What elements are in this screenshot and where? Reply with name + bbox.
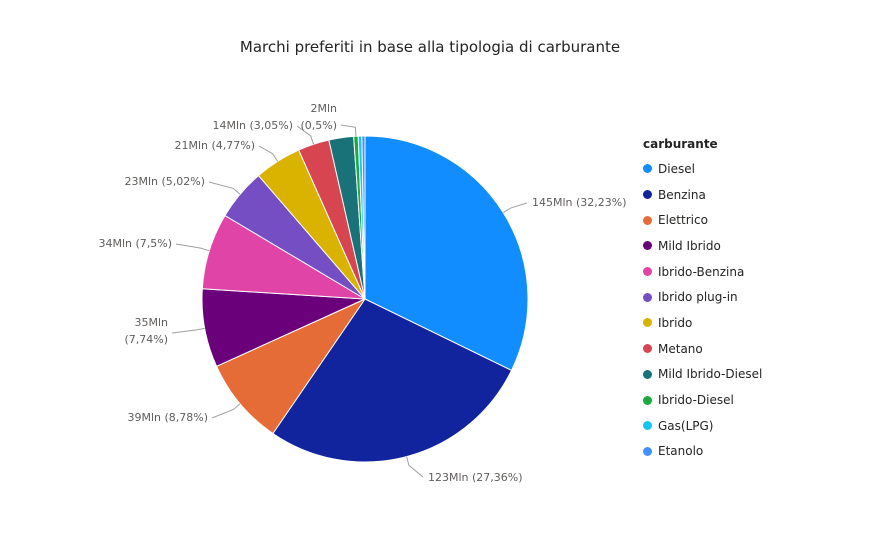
- legend-item-elettrico[interactable]: Elettrico: [643, 207, 762, 233]
- data-label: 14Mln (3,05%): [212, 119, 293, 132]
- legend-marker: [643, 344, 652, 354]
- legend-label: Etanolo: [658, 444, 704, 459]
- data-label: 35Mln: [134, 316, 168, 329]
- data-label: 123Mln (27,36%): [428, 471, 523, 484]
- legend-marker: [643, 369, 652, 379]
- data-label: 2Mln: [310, 102, 337, 115]
- legend-label: Benzina: [658, 187, 706, 202]
- legend-label: Ibrido: [658, 315, 693, 330]
- legend-marker: [643, 395, 652, 405]
- data-label: 21Mln (4,77%): [174, 139, 255, 152]
- leader-line: [406, 456, 424, 478]
- pie-slice-benzina[interactable]: [272, 298, 513, 463]
- legend-label: Ibrido plug-in: [658, 290, 738, 305]
- data-label: 34Mln (7,5%): [98, 237, 172, 250]
- leader-line: [502, 202, 528, 214]
- legend-label: Ibrido-Diesel: [658, 393, 734, 408]
- data-label: (0,5%): [300, 119, 337, 132]
- data-label: 145Mln (32,23%): [532, 196, 627, 209]
- data-label: 39Mln (8,78%): [127, 411, 208, 424]
- chart-title: Marchi preferiti in base alla tipologia …: [239, 38, 621, 56]
- legend-marker: [643, 164, 652, 174]
- leader-line: [296, 125, 314, 145]
- leader-line: [175, 243, 210, 252]
- data-label: (7,74%): [124, 333, 168, 346]
- legend-title: carburante: [643, 137, 718, 151]
- legend-item-ibrido-diesel[interactable]: Ibrido-Diesel: [643, 387, 762, 413]
- pie-slice-etanolo[interactable]: [361, 135, 366, 300]
- legend-item-metano[interactable]: Metano: [643, 336, 762, 362]
- pie-slice-elettrico[interactable]: [215, 297, 367, 435]
- legend-marker: [643, 446, 652, 456]
- leader-line: [208, 181, 241, 195]
- legend-item-ibrido[interactable]: Ibrido: [643, 310, 762, 336]
- leader-line: [171, 327, 205, 334]
- legend-item-ibrido-benzina[interactable]: Ibrido-Benzina: [643, 259, 762, 285]
- legend-item-benzina[interactable]: Benzina: [643, 182, 762, 208]
- legend-item-mild-ibrido-diesel[interactable]: Mild Ibrido-Diesel: [643, 362, 762, 388]
- legend-label: Mild Ibrido-Diesel: [658, 367, 763, 382]
- legend: carburante Diesel Benzina Elettrico Mild Ib…: [643, 137, 762, 464]
- legend-item-mild-ibrido[interactable]: Mild Ibrido: [643, 233, 762, 259]
- legend-item-ibrido-plug-in[interactable]: Ibrido plug-in: [643, 284, 762, 310]
- data-label: 23Mln (5,02%): [124, 175, 205, 188]
- legend-marker: [643, 241, 652, 251]
- legend-marker: [643, 318, 652, 328]
- legend-label: Metano: [658, 341, 703, 356]
- legend-marker: [643, 190, 652, 200]
- legend-label: Gas(LPG): [658, 418, 714, 433]
- legend-marker: [643, 292, 652, 302]
- legend-marker: [643, 215, 652, 225]
- legend-label: Elettrico: [658, 213, 708, 228]
- legend-marker: [643, 267, 652, 277]
- legend-label: Ibrido-Benzina: [658, 264, 745, 279]
- leader-line: [258, 145, 279, 162]
- legend-marker: [643, 421, 652, 431]
- legend-item-etanolo[interactable]: Etanolo: [643, 439, 762, 465]
- leader-line: [211, 403, 241, 419]
- legend-item-diesel[interactable]: Diesel: [643, 156, 762, 182]
- leader-line: [340, 124, 357, 137]
- legend-item-gas-lpg-[interactable]: Gas(LPG): [643, 413, 762, 439]
- legend-label: Mild Ibrido: [658, 238, 721, 253]
- legend-label: Diesel: [658, 161, 695, 176]
